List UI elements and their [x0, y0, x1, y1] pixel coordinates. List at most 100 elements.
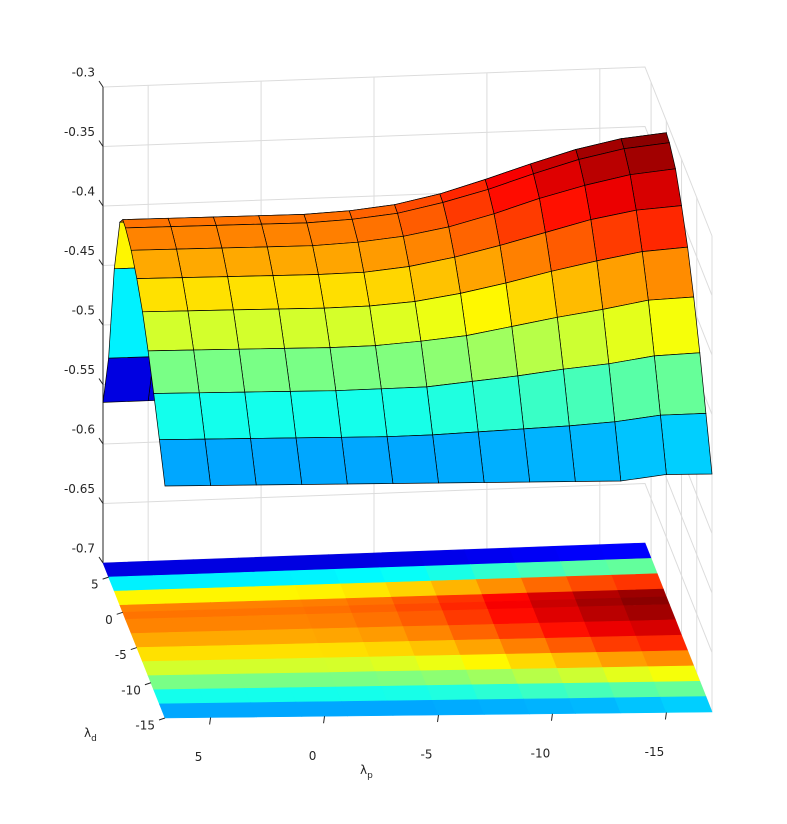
y-axis-label: λd — [84, 726, 97, 744]
floor-cell — [380, 685, 434, 702]
surface-cell — [147, 349, 200, 394]
floor-cell — [294, 583, 347, 601]
y-tick-label: -15 — [135, 719, 155, 733]
floor-cell — [113, 589, 166, 606]
surface-cell — [284, 347, 337, 392]
floor-cell — [556, 667, 610, 684]
floor-cell — [334, 567, 387, 585]
floor-cell — [515, 561, 568, 579]
z-tick — [98, 556, 104, 564]
floor-cell — [511, 668, 564, 685]
floor-cell — [193, 673, 246, 690]
y-tick — [130, 647, 137, 651]
z-tick-label: -0.6 — [72, 423, 95, 437]
surface-cell — [596, 251, 649, 310]
floor-cell — [659, 696, 713, 713]
floor-cell — [266, 628, 319, 645]
z-tick — [98, 140, 104, 147]
surface-cell — [204, 438, 257, 486]
surface-cell — [102, 356, 155, 403]
floor-cell — [335, 685, 388, 702]
floor-cell — [374, 670, 428, 687]
x-label-sub: p — [367, 771, 373, 781]
floor-cell — [517, 683, 570, 700]
surface-cell — [568, 421, 622, 482]
surface-cell — [272, 274, 325, 310]
floor-cell — [418, 549, 471, 567]
surface-cell — [215, 223, 268, 249]
surface-cell — [602, 299, 655, 365]
floor-cell — [408, 639, 461, 657]
surface-cell — [125, 226, 177, 251]
surface-cell — [380, 386, 433, 438]
surface-cell — [170, 225, 223, 250]
y-tick — [158, 717, 166, 721]
floor-cell — [261, 614, 314, 631]
surface-cell — [556, 308, 610, 370]
floor-cell — [602, 666, 655, 684]
surface-cell — [614, 414, 667, 482]
floor-cell — [653, 680, 707, 698]
floor-cell — [578, 605, 631, 623]
floor-cell — [102, 560, 155, 578]
floor-cell — [159, 587, 211, 605]
surface-cell — [635, 205, 688, 252]
floor-cell — [227, 644, 280, 661]
surface-cell — [386, 434, 439, 484]
floor-cell — [379, 565, 432, 583]
surface-cell — [550, 260, 604, 318]
floor-cell — [493, 622, 546, 640]
surface-cell — [258, 214, 308, 225]
surface-cell — [471, 375, 525, 433]
y-tick — [144, 682, 152, 686]
y-tick — [116, 611, 123, 615]
z-tick — [98, 199, 104, 207]
floor-cell — [608, 681, 661, 699]
floor-cell — [414, 654, 467, 672]
floor-cell — [125, 617, 177, 634]
floor-cell — [249, 585, 302, 602]
floor-cell — [295, 701, 348, 717]
surface-cell — [306, 218, 359, 247]
floor-cell — [550, 652, 604, 669]
floor-cell — [424, 564, 477, 582]
surface-cell — [153, 392, 206, 441]
floor-cell — [509, 545, 562, 564]
floor-cell — [499, 637, 552, 655]
floor-cell — [317, 642, 371, 659]
floor-cell — [369, 655, 422, 672]
surface-cell — [641, 246, 695, 301]
surface-cell — [369, 301, 422, 346]
z-tick-label: -0.45 — [64, 244, 95, 258]
floor-cell — [272, 643, 325, 660]
floor-cell — [243, 570, 296, 588]
surface-cell — [167, 216, 217, 227]
x-tick — [550, 713, 553, 721]
floor-cell — [469, 562, 522, 580]
x-tick-label: 5 — [195, 750, 203, 764]
floor-cell — [289, 686, 342, 703]
floor-cell — [647, 665, 701, 683]
floor-cell — [136, 646, 189, 662]
floor-cell — [584, 620, 637, 638]
surface-cell — [341, 436, 394, 485]
z-tick — [98, 80, 104, 88]
floor-cell — [611, 573, 664, 591]
floor-cell — [448, 624, 501, 641]
y-tick-label: 0 — [105, 613, 113, 627]
surface-cell — [250, 437, 303, 486]
surface-cell — [198, 391, 251, 440]
surface-cell — [323, 305, 376, 348]
floor-cell — [204, 586, 257, 603]
surface-cell — [420, 335, 473, 388]
floor-cell — [329, 671, 382, 688]
floor-cell — [373, 550, 426, 569]
floor-cell — [442, 609, 495, 626]
floor-cell — [108, 575, 160, 592]
floor-cell — [306, 612, 359, 630]
floor-cell — [192, 557, 245, 575]
floor-cell — [147, 559, 200, 576]
floor-cell — [289, 568, 341, 586]
floor-cell — [575, 597, 625, 608]
